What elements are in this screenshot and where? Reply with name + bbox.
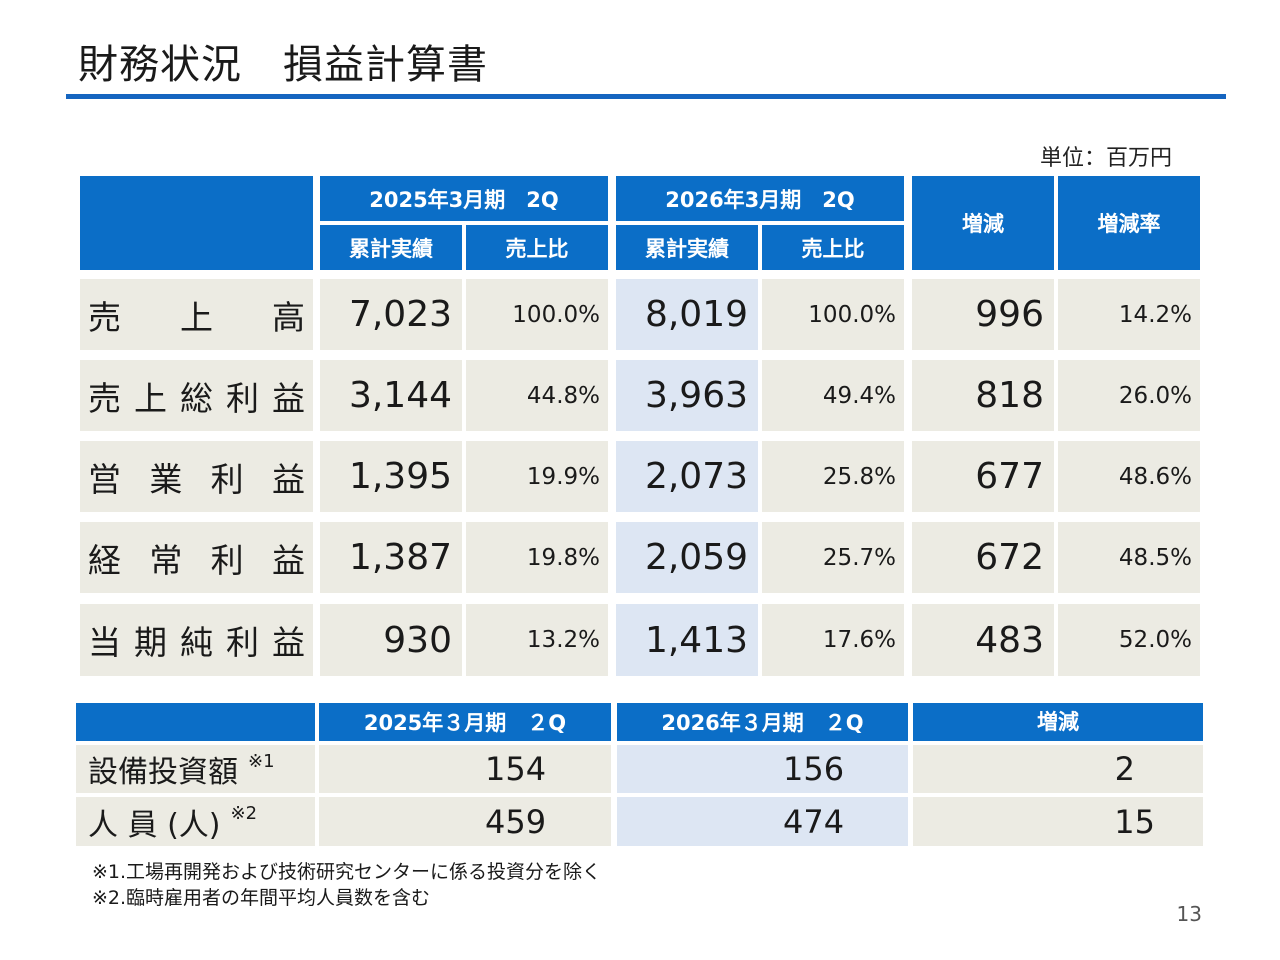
pl-prev-actual: 1,395 xyxy=(320,441,462,512)
pl-row-label: 売上総利益 xyxy=(80,360,313,431)
pl-curr-ratio: 49.4% xyxy=(762,360,904,431)
pl-row-label: 売上高 xyxy=(80,279,313,350)
pl-change: 672 xyxy=(912,522,1054,593)
capex-header-period-curr: 2026年３月期 ２Q xyxy=(617,703,908,741)
pl-change: 818 xyxy=(912,360,1054,431)
pl-prev-ratio: 44.8% xyxy=(466,360,608,431)
pl-change-rate: 26.0% xyxy=(1058,360,1200,431)
pl-change-rate: 14.2% xyxy=(1058,279,1200,350)
pl-curr-actual: 2,073 xyxy=(616,441,758,512)
capex-header-period-prev: 2025年３月期 ２Q xyxy=(319,703,611,741)
title-underline xyxy=(66,94,1226,99)
pl-header-change: 増減 xyxy=(912,176,1054,270)
pl-change-rate: 48.5% xyxy=(1058,522,1200,593)
pl-curr-actual: 1,413 xyxy=(616,604,758,676)
pl-row-label: 経常利益 xyxy=(80,522,313,593)
pl-subheader-curr-ratio: 売上比 xyxy=(762,225,904,270)
pl-subheader-prev-actual: 累計実績 xyxy=(320,225,462,270)
unit-label: 単位：百万円 xyxy=(1039,146,1172,171)
pl-change: 996 xyxy=(912,279,1054,350)
capex-header-change: 増減 xyxy=(913,703,1203,741)
pl-curr-ratio: 100.0% xyxy=(762,279,904,350)
capex-change: 2 xyxy=(913,745,1203,793)
capex-header-blank xyxy=(76,703,315,741)
pl-header-blank xyxy=(80,176,313,270)
pl-prev-ratio: 19.8% xyxy=(466,522,608,593)
headcount-curr: 474 xyxy=(617,797,908,846)
pl-prev-actual: 7,023 xyxy=(320,279,462,350)
pl-prev-actual: 930 xyxy=(320,604,462,676)
pl-curr-ratio: 25.8% xyxy=(762,441,904,512)
pl-subheader-prev-ratio: 売上比 xyxy=(466,225,608,270)
pl-prev-ratio: 13.2% xyxy=(466,604,608,676)
pl-curr-ratio: 17.6% xyxy=(762,604,904,676)
pl-change: 483 xyxy=(912,604,1054,676)
pl-header-change-rate: 増減率 xyxy=(1058,176,1200,270)
headcount-prev: 459 xyxy=(319,797,611,846)
pl-row-label: 当期純利益 xyxy=(80,604,313,676)
pl-curr-ratio: 25.7% xyxy=(762,522,904,593)
pl-prev-ratio: 100.0% xyxy=(466,279,608,350)
pl-curr-actual: 2,059 xyxy=(616,522,758,593)
pl-change-rate: 48.6% xyxy=(1058,441,1200,512)
capex-curr: 156 xyxy=(617,745,908,793)
pl-change-rate: 52.0% xyxy=(1058,604,1200,676)
capex-prev: 154 xyxy=(319,745,611,793)
pl-prev-actual: 1,387 xyxy=(320,522,462,593)
pl-curr-actual: 3,963 xyxy=(616,360,758,431)
pl-prev-ratio: 19.9% xyxy=(466,441,608,512)
pl-subheader-curr-actual: 累計実績 xyxy=(616,225,758,270)
pl-header-period-prev: 2025年3月期 2Q xyxy=(320,176,608,221)
headcount-row-label: 人 員 (人) ※2 xyxy=(76,797,315,846)
footnote-2: ※2.臨時雇用者の年間平均人員数を含む xyxy=(92,887,431,909)
capex-row-label: 設備投資額 ※1 xyxy=(76,745,315,793)
pl-row-label: 営業利益 xyxy=(80,441,313,512)
page-number: 13 xyxy=(1176,902,1202,926)
page-title: 財務状況 損益計算書 xyxy=(78,42,488,88)
footnote-1: ※1.工場再開発および技術研究センターに係る投資分を除く xyxy=(92,861,602,883)
headcount-change: 15 xyxy=(913,797,1203,846)
pl-change: 677 xyxy=(912,441,1054,512)
pl-header-period-curr: 2026年3月期 2Q xyxy=(616,176,904,221)
pl-prev-actual: 3,144 xyxy=(320,360,462,431)
pl-curr-actual: 8,019 xyxy=(616,279,758,350)
